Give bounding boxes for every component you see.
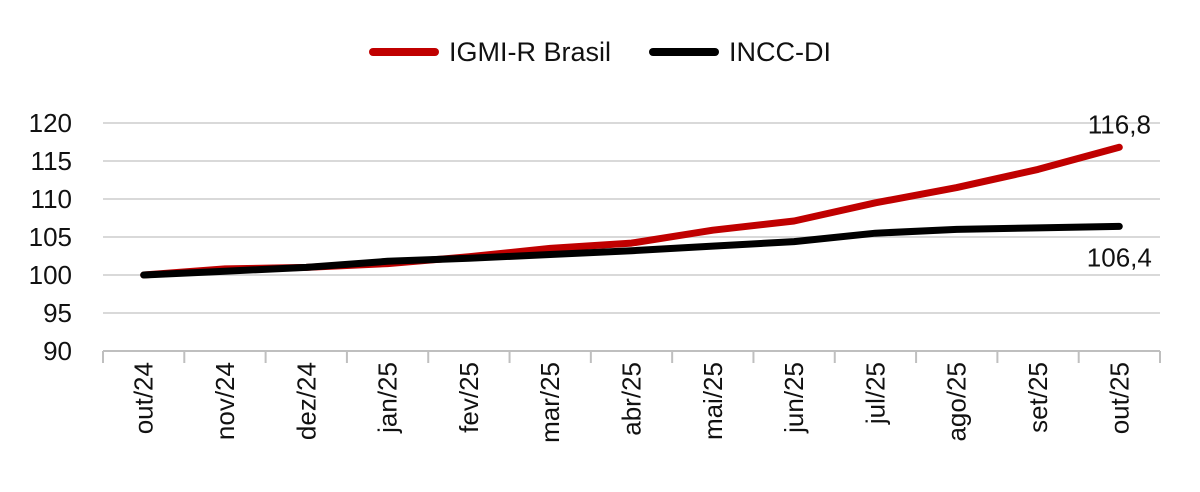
chart-legend: IGMI-R Brasil INCC-DI <box>0 30 1200 74</box>
data-labels: 116,8 106,4 <box>1087 109 1152 272</box>
series-line-0 <box>140 143 1123 279</box>
y-tick-label: 115 <box>31 146 72 176</box>
data-label: 106,4 <box>1087 242 1152 272</box>
legend-label-igmi: IGMI-R Brasil <box>449 36 611 67</box>
legend-swatch-igmi <box>369 48 439 56</box>
y-tick-label: 120 <box>29 108 72 138</box>
series-lines <box>140 143 1123 279</box>
y-tick-label: 95 <box>43 298 72 328</box>
x-tick-label: mai/25 <box>698 362 728 440</box>
x-tick-label: ago/25 <box>942 362 972 442</box>
y-tick-label: 110 <box>31 184 72 214</box>
series-line-1 <box>140 222 1123 279</box>
x-tick-label: mar/25 <box>535 362 565 443</box>
axes <box>102 350 1161 363</box>
y-tick-label: 100 <box>29 260 72 290</box>
x-tick-label: set/25 <box>1023 362 1053 433</box>
x-tick-label: jul/25 <box>860 362 890 425</box>
x-tick-label: jan/25 <box>373 362 403 434</box>
y-tick-label: 90 <box>43 336 72 366</box>
x-tick-label: abr/25 <box>617 362 647 436</box>
x-tick-label: out/24 <box>129 362 159 434</box>
x-axis-ticks: out/24 nov/24 dez/24 jan/25 fev/25 mar/25 abr/… <box>129 362 1135 443</box>
x-tick-label: fev/25 <box>454 362 484 433</box>
x-tick-label: nov/24 <box>210 362 240 440</box>
legend-item-igmi: IGMI-R Brasil <box>369 37 611 68</box>
x-tick-label: jun/25 <box>779 362 809 434</box>
y-axis-ticks: 90 95 100 105 110 115 120 <box>29 108 72 366</box>
legend-item-incc: INCC-DI <box>649 37 831 68</box>
legend-label-incc: INCC-DI <box>729 36 831 67</box>
grid-lines <box>103 122 1160 314</box>
legend-swatch-incc <box>649 48 719 56</box>
x-tick-label: out/25 <box>1104 362 1134 434</box>
data-label: 116,8 <box>1088 109 1151 139</box>
x-tick-label: dez/24 <box>291 362 321 440</box>
y-tick-label: 105 <box>29 222 72 252</box>
